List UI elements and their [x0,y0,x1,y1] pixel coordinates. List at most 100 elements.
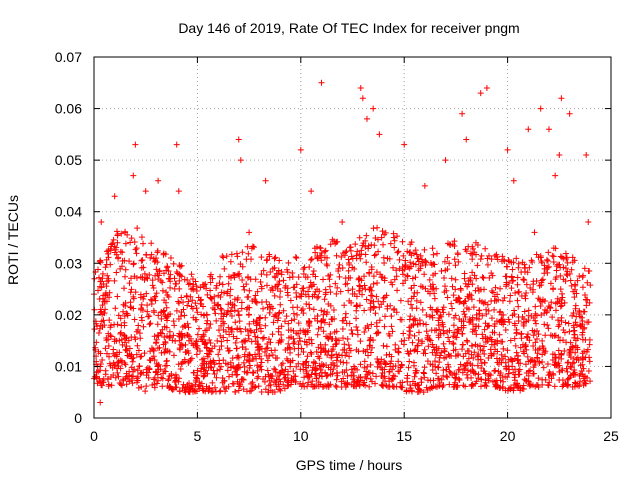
data-point [446,381,453,388]
data-point [381,231,388,238]
data-point [133,379,140,386]
data-point [571,294,578,301]
data-point [525,368,532,375]
data-point [475,285,482,292]
data-point [295,345,302,352]
data-point [379,228,386,235]
data-point [504,146,511,153]
data-point [411,332,418,339]
data-point [227,292,234,299]
data-point [304,383,311,390]
data-point [371,304,378,311]
data-point [339,265,346,272]
data-point [318,349,325,356]
data-point [557,272,564,279]
data-point [291,316,298,323]
data-point [512,290,519,297]
data-point [122,375,129,382]
data-point [256,321,263,328]
data-point [545,126,552,133]
data-point [509,278,516,285]
data-point [214,337,221,344]
data-point [178,341,185,348]
data-point [529,259,536,266]
data-point [547,370,554,377]
data-point [288,334,295,341]
data-point [128,235,135,242]
data-point [344,280,351,287]
data-point [144,275,151,282]
data-point [175,298,182,305]
data-point [280,307,287,314]
data-point [532,347,539,354]
data-point [250,318,257,325]
data-point [210,359,217,366]
data-point [516,288,523,295]
data-point [132,336,139,343]
data-point [410,260,417,267]
data-point [260,305,267,312]
data-point [217,273,224,280]
data-point [363,368,370,375]
data-point [538,279,545,286]
data-point [339,219,346,226]
data-point [515,371,522,378]
data-point [422,258,429,265]
data-point [438,376,445,383]
data-point [363,259,370,266]
data-point [522,295,529,302]
data-point [345,342,352,349]
data-point [313,243,320,250]
data-point [430,261,437,268]
data-point [516,371,523,378]
data-point [128,377,135,384]
data-point [501,294,508,301]
data-point [333,340,340,347]
data-point [105,342,112,349]
data-point [312,367,319,374]
data-point [477,256,484,263]
data-point [453,296,460,303]
data-point [242,338,249,345]
data-point [305,293,312,300]
data-point [539,359,546,366]
data-point [359,242,366,249]
data-point [178,360,185,367]
data-point [518,335,525,342]
data-point [105,250,112,257]
data-point [333,290,340,297]
data-point [177,365,184,372]
data-point [153,266,160,273]
data-point [558,355,565,362]
data-point [318,249,325,256]
data-point [579,355,586,362]
data-point [348,372,355,379]
data-point [414,342,421,349]
data-point [169,337,176,344]
data-point [469,269,476,276]
data-point [417,299,424,306]
data-point [450,292,457,299]
data-point [100,317,107,324]
data-point [518,293,525,300]
data-point [393,309,400,316]
data-point [461,275,468,282]
data-point [462,313,469,320]
data-point [517,387,524,394]
data-point [154,332,161,339]
data-point [559,290,566,297]
data-point [271,313,278,320]
data-point [257,279,264,286]
data-point [580,272,587,279]
data-point [97,259,104,266]
data-point [412,261,419,268]
data-point [389,281,396,288]
data-point [536,282,543,289]
data-point [427,377,434,384]
data-point [262,314,269,321]
data-point [419,306,426,313]
data-point [386,332,393,339]
data-point [338,383,345,390]
data-point [552,355,559,362]
data-point [95,368,102,375]
